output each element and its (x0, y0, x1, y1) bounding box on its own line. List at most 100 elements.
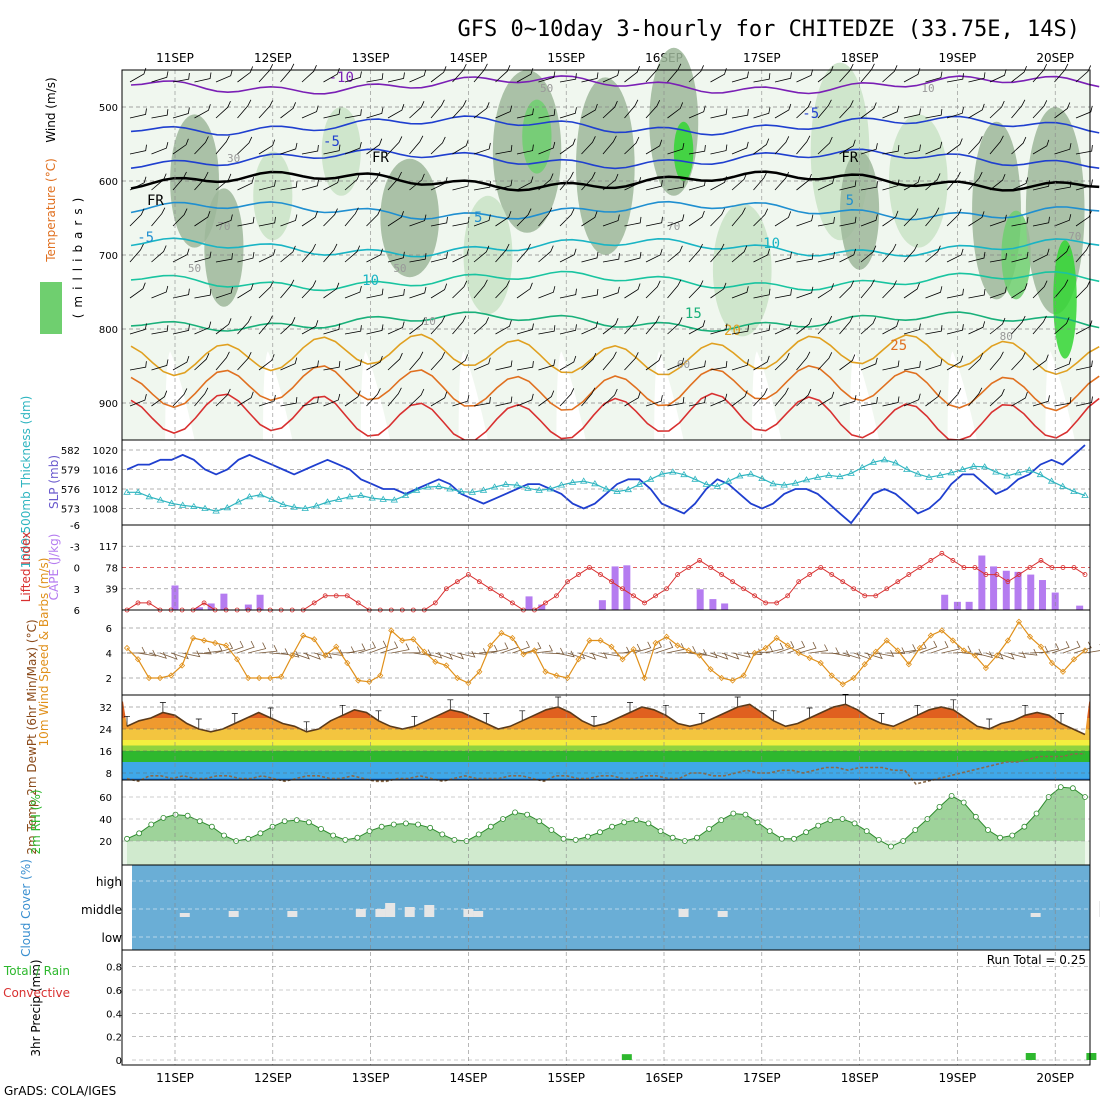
upper-wind-barb (710, 282, 727, 299)
upper-wind-barb (129, 323, 147, 335)
cape-bar (195, 607, 203, 610)
upper-wind-barb (925, 109, 943, 119)
wind-marker (531, 647, 538, 654)
wind10m-barb (655, 641, 674, 654)
side-label-temperature: Temperature (°C) (44, 158, 58, 263)
rh-shading (522, 99, 552, 174)
wind10m-barb (875, 650, 895, 657)
rh-marker (378, 823, 385, 830)
upper-wind-barb (882, 179, 900, 191)
run-total-annotation: Run Total = 0.25 (987, 953, 1086, 967)
rh-marker (221, 832, 227, 839)
date-label-top: 14SEP (450, 51, 488, 65)
upper-wind-barb (903, 393, 921, 407)
upper-wind-barb (624, 283, 641, 299)
temp-minmax-bar (950, 699, 957, 710)
upper-wind-barb (882, 243, 897, 263)
wind10m-barb (1029, 645, 1049, 654)
upper-wind-barb (323, 176, 340, 191)
wind10m-barb (435, 652, 454, 660)
upper-wind-barb (645, 139, 663, 155)
upper-wind-barb (796, 100, 812, 119)
upper-wind-barb (624, 99, 639, 119)
upper-wind-barb (1011, 65, 1027, 83)
wind10m-barb (952, 645, 972, 654)
li-marker (829, 572, 835, 577)
li-marker (708, 565, 714, 570)
upper-wind-barb (387, 171, 402, 191)
upper-wind-barb (667, 102, 684, 119)
wind10m-barb (259, 645, 278, 654)
upper-wind-barb (538, 109, 556, 119)
temperature-contour (130, 270, 1100, 292)
upper-wind-barb (237, 283, 254, 299)
upper-wind-barb (538, 207, 553, 227)
li-marker (884, 586, 890, 592)
upper-wind-barb (237, 216, 255, 227)
cape-bar (525, 596, 533, 610)
upper-wind-barb (280, 142, 298, 155)
rh-marker (766, 828, 773, 834)
cloud-background (132, 865, 1090, 950)
upper-wind-barb (860, 214, 878, 227)
upper-wind-barb (796, 388, 812, 407)
rh-marker (136, 830, 143, 837)
rh-marker (609, 823, 615, 830)
precip-ytick: 0.8 (106, 963, 122, 974)
wind-marker (377, 672, 384, 679)
upper-wind-barb (538, 245, 554, 263)
upper-wind-barb (344, 173, 361, 191)
cape-bar (623, 565, 631, 610)
date-label-top: 20SEP (1036, 51, 1074, 65)
upper-wind-barb (473, 214, 491, 227)
rh-marker (208, 823, 215, 830)
upper-wind-barb (710, 108, 728, 119)
cape-side-labels: Lifted Index CAPE (J/kg) (19, 532, 61, 603)
upper-wind-barb (473, 397, 491, 407)
wind-marker (311, 636, 318, 643)
upper-wind-barb (172, 73, 190, 83)
upper-wind-barb (409, 286, 427, 299)
upper-wind-barb (753, 288, 771, 299)
upper-wind-barb (301, 243, 316, 263)
upper-wind-barb (366, 355, 383, 371)
li-marker (664, 586, 669, 592)
upper-wind-barb (301, 396, 319, 407)
upper-wind-barb (839, 248, 856, 263)
upper-wind-barb (172, 355, 190, 371)
wind10m-barb (137, 649, 157, 657)
upper-wind-barb (1075, 243, 1090, 263)
li-marker (1016, 572, 1022, 577)
upper-wind-barb (602, 173, 619, 191)
upper-wind-barb (667, 397, 685, 407)
upper-wind-barb (538, 173, 554, 191)
wind-marker (597, 637, 604, 644)
upper-wind-barb (129, 361, 147, 371)
cloud-middle-bar (228, 911, 239, 917)
rh-marker (851, 820, 858, 827)
upper-wind-barb (215, 214, 233, 227)
upper-wind-barb (882, 360, 900, 371)
upper-wind-barb (817, 177, 835, 191)
upper-wind-barb (387, 251, 405, 263)
upper-wind-barb (495, 243, 510, 263)
upper-wind-barb (258, 280, 274, 299)
upper-wind-barb (129, 144, 147, 155)
panel-frame (121, 949, 1091, 1066)
thickness-marker (1025, 466, 1034, 473)
upper-wind-barb (581, 352, 597, 371)
upper-wind-barb (710, 243, 725, 263)
temp-line (126, 703, 1086, 736)
upper-wind-barb (688, 396, 706, 407)
rh-contour-label: 50 (188, 262, 201, 275)
upper-wind-barb (925, 71, 943, 83)
upper-wind-barb (430, 176, 448, 191)
upper-wind-barb (796, 214, 814, 227)
upper-wind-barb (409, 318, 425, 335)
li-marker (355, 600, 361, 606)
li-marker (565, 579, 570, 585)
li-marker (1082, 572, 1088, 577)
wind-marker (223, 642, 230, 649)
temp-minmax-bar (447, 699, 454, 710)
upper-wind-barb (946, 107, 964, 119)
